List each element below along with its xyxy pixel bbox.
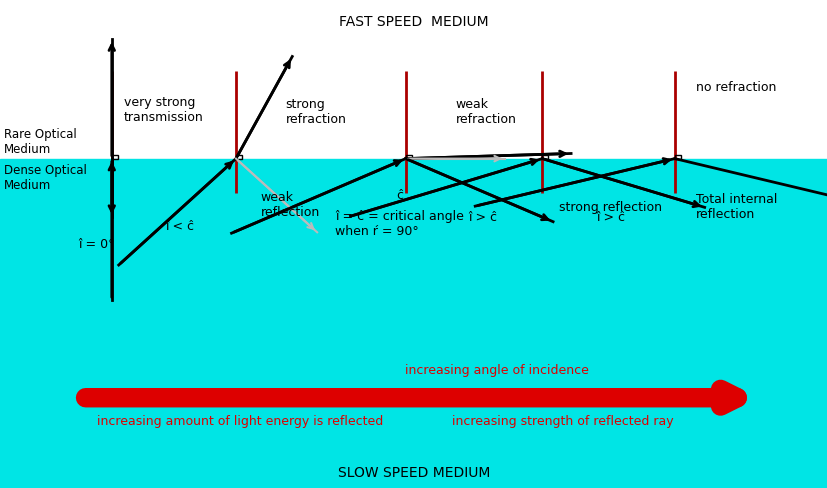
Text: increasing angle of incidence: increasing angle of incidence <box>404 365 588 377</box>
Text: weak
reflection: weak reflection <box>261 191 320 219</box>
Bar <box>236 155 241 159</box>
Bar <box>112 155 117 159</box>
Bar <box>0 159 827 488</box>
Bar <box>674 155 680 159</box>
Text: Rare Optical
Medium: Rare Optical Medium <box>4 127 77 156</box>
Text: increasing strength of reflected ray: increasing strength of reflected ray <box>452 415 673 427</box>
Text: î > ĉ: î > ĉ <box>467 211 496 224</box>
Text: increasing amount of light energy is reflected: increasing amount of light energy is ref… <box>97 415 383 427</box>
Bar <box>405 155 411 159</box>
Text: SLOW SPEED MEDIUM: SLOW SPEED MEDIUM <box>337 467 490 480</box>
Text: ĉ: ĉ <box>395 189 402 202</box>
Text: no refraction: no refraction <box>695 81 775 94</box>
Text: î < ĉ: î < ĉ <box>165 221 194 233</box>
Text: strong
refraction: strong refraction <box>285 98 347 126</box>
Bar <box>542 155 547 159</box>
Text: FAST SPEED  MEDIUM: FAST SPEED MEDIUM <box>339 15 488 29</box>
Text: Dense Optical
Medium: Dense Optical Medium <box>4 164 87 192</box>
Text: î > ĉ: î > ĉ <box>595 211 624 224</box>
Bar <box>0 0 827 159</box>
Text: î = 0°: î = 0° <box>79 238 115 250</box>
Text: Total internal
reflection: Total internal reflection <box>695 193 776 222</box>
Text: weak
refraction: weak refraction <box>455 98 516 126</box>
Text: î = ĉ = critical angle
when ŕ = 90°: î = ĉ = critical angle when ŕ = 90° <box>335 210 464 239</box>
Text: strong reflection: strong reflection <box>558 201 661 214</box>
Text: very strong
transmission: very strong transmission <box>124 96 203 124</box>
